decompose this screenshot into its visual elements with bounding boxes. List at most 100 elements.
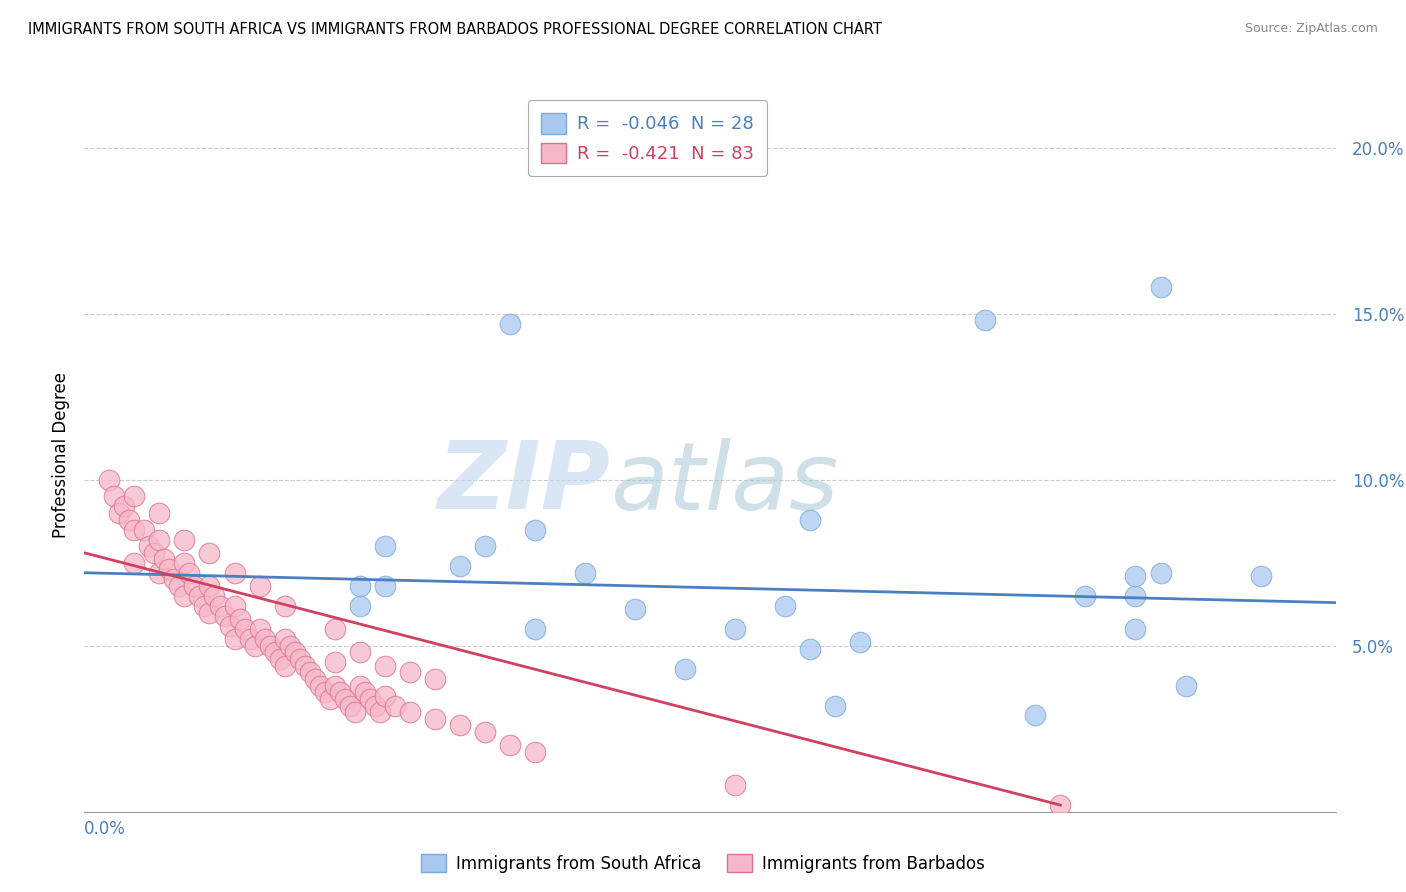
Point [124,523,146,537]
Point [329,685,352,699]
Text: Source: ZipAtlas.com: Source: ZipAtlas.com [1244,22,1378,36]
Text: ZIP: ZIP [437,437,610,530]
Point [233,622,256,636]
Point [374,689,396,703]
Point [298,665,321,680]
Point [224,566,246,580]
Point [449,718,471,732]
Point [214,608,236,623]
Point [323,622,346,636]
Point [243,639,266,653]
Point [673,662,696,676]
Point [374,658,396,673]
Point [849,635,872,649]
Point [193,599,215,613]
Point [1149,566,1171,580]
Point [263,645,285,659]
Point [208,599,231,613]
Point [173,589,195,603]
Point [188,589,211,603]
Point [198,546,221,560]
Point [333,691,356,706]
Point [198,606,221,620]
Point [284,645,307,659]
Point [124,490,146,504]
Point [474,539,496,553]
Point [278,639,301,653]
Point [1024,708,1046,723]
Point [183,579,205,593]
Point [138,539,160,553]
Point [323,679,346,693]
Point [1125,589,1147,603]
Point [273,658,295,673]
Point [368,705,391,719]
Point [799,513,821,527]
Point [228,612,250,626]
Text: 0.0%: 0.0% [84,821,127,838]
Point [353,685,375,699]
Point [308,679,330,693]
Point [153,552,176,566]
Point [314,685,336,699]
Point [269,652,291,666]
Point [1125,569,1147,583]
Point [824,698,846,713]
Point [98,473,121,487]
Point [974,313,997,327]
Point [148,566,170,580]
Point [134,523,156,537]
Point [499,317,522,331]
Text: atlas: atlas [610,438,838,529]
Point [273,599,295,613]
Point [423,712,446,726]
Point [112,500,135,514]
Point [499,739,522,753]
Point [249,579,271,593]
Point [398,665,420,680]
Point [343,705,366,719]
Point [148,506,170,520]
Point [249,622,271,636]
Point [323,656,346,670]
Point [179,566,201,580]
Point [423,672,446,686]
Point [574,566,596,580]
Point [773,599,796,613]
Point [349,679,371,693]
Point [169,579,191,593]
Point [349,599,371,613]
Point [173,533,195,547]
Point [103,490,125,504]
Point [124,556,146,570]
Text: IMMIGRANTS FROM SOUTH AFRICA VS IMMIGRANTS FROM BARBADOS PROFESSIONAL DEGREE COR: IMMIGRANTS FROM SOUTH AFRICA VS IMMIGRAN… [28,22,882,37]
Point [159,562,181,576]
Point [238,632,260,647]
Point [374,539,396,553]
Point [384,698,406,713]
Point [304,672,326,686]
Point [359,691,381,706]
Point [724,622,747,636]
Point [288,652,311,666]
Point [523,523,546,537]
Point [318,691,340,706]
Point [148,533,170,547]
Point [224,632,246,647]
Point [474,725,496,739]
Point [799,642,821,657]
Point [1250,569,1272,583]
Point [624,602,647,616]
Point [398,705,420,719]
Point [339,698,361,713]
Point [349,579,371,593]
Point [108,506,131,520]
Point [118,513,141,527]
Point [253,632,276,647]
Point [523,622,546,636]
Legend: R =  -0.046  N = 28, R =  -0.421  N = 83: R = -0.046 N = 28, R = -0.421 N = 83 [529,100,766,176]
Point [259,639,281,653]
Point [1174,679,1197,693]
Point [1049,798,1071,813]
Point [724,778,747,792]
